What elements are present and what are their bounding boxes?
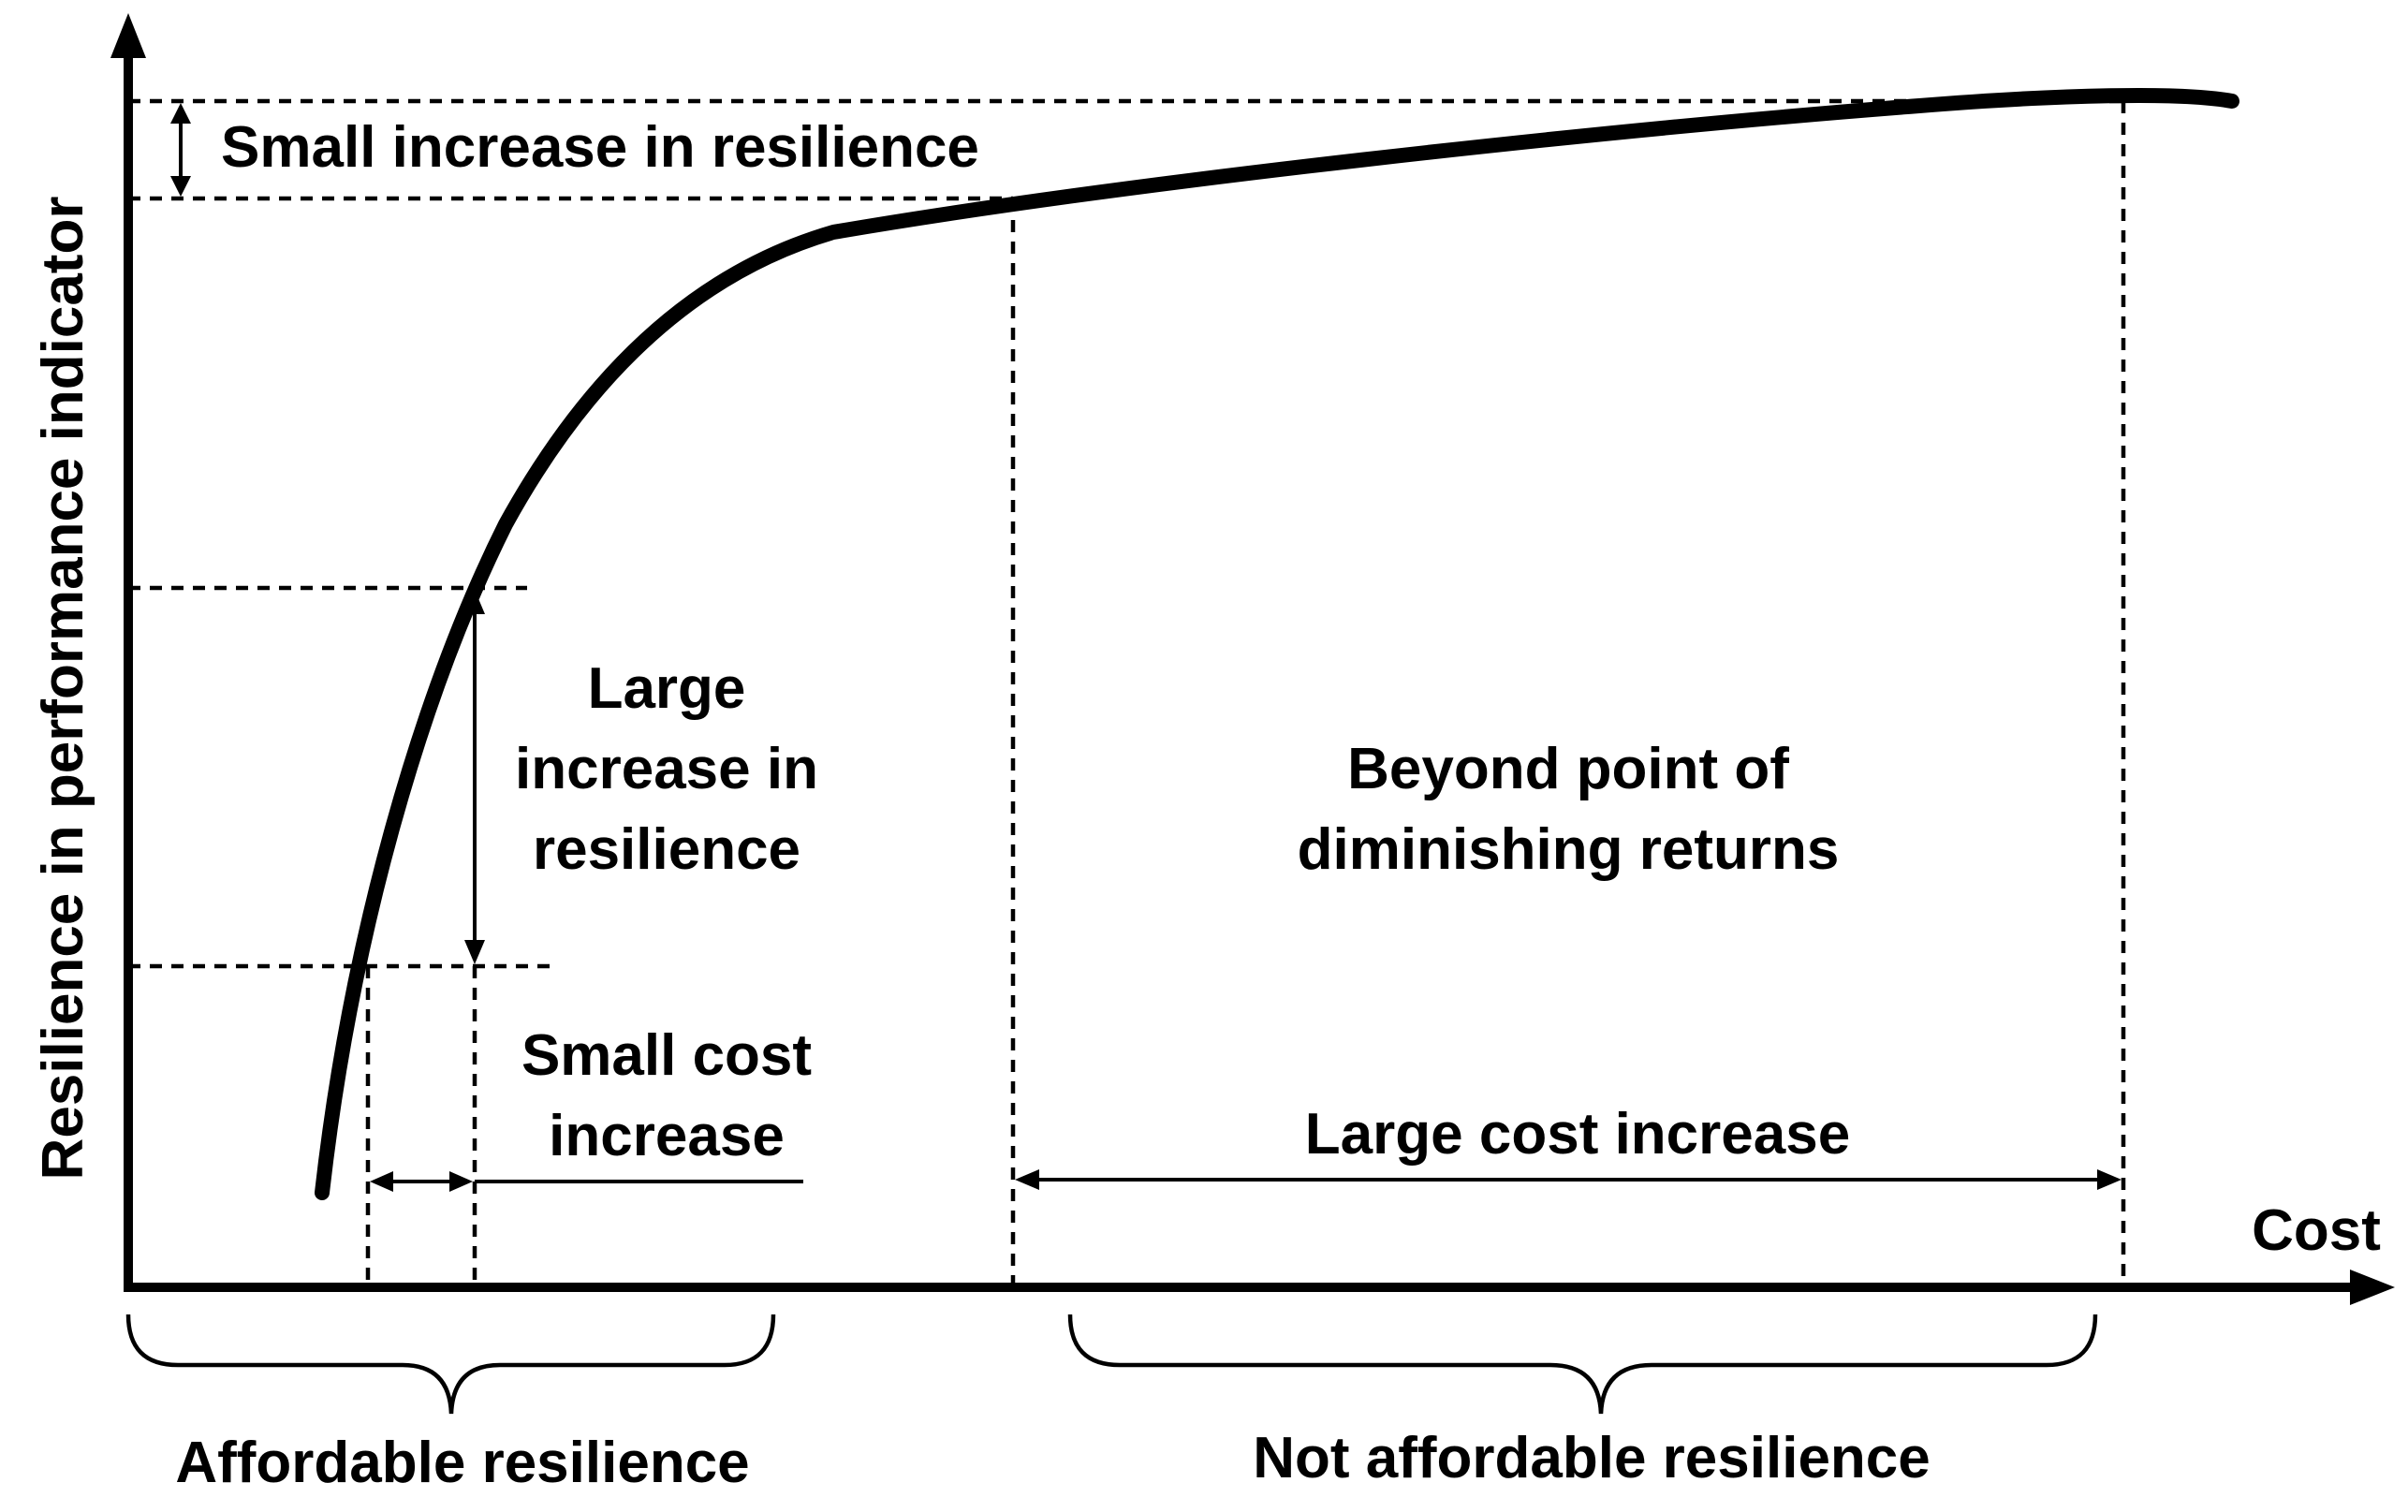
y-axis-label: Resilience in performance indicator [31,197,95,1181]
small-cost-label-line2: increase [549,1104,785,1168]
axes [110,13,2395,1305]
large-increase-label-line2: increase in [515,737,818,801]
large-increase-label-line3: resilience [533,817,800,882]
not-affordable-label: Not affordable resilience [1253,1426,1931,1490]
y-axis-arrowhead [110,13,146,58]
large-increase-label-line1: Large [588,656,746,721]
small-cost-label-line1: Small cost [521,1023,812,1088]
large-cost-arrow [1015,1169,2122,1190]
beyond-label-line2: diminishing returns [1298,817,1840,882]
affordable-brace [125,1314,776,1415]
affordable-label: Affordable resilience [175,1431,749,1495]
not-affordable-brace [1067,1314,2098,1415]
small-cost-arrow [370,1171,803,1192]
guide-lines [128,98,2126,1287]
beyond-label-line1: Beyond point of [1347,737,1789,801]
large-resilience-arrow [464,590,485,964]
large-cost-label: Large cost increase [1305,1102,1850,1167]
x-axis-label: Cost [2252,1198,2381,1263]
x-axis-arrowhead [2350,1270,2395,1305]
small-resilience-arrow [170,103,191,197]
small-resilience-label: Small increase in resilience [221,115,979,180]
resilience-curve [315,87,2239,1200]
